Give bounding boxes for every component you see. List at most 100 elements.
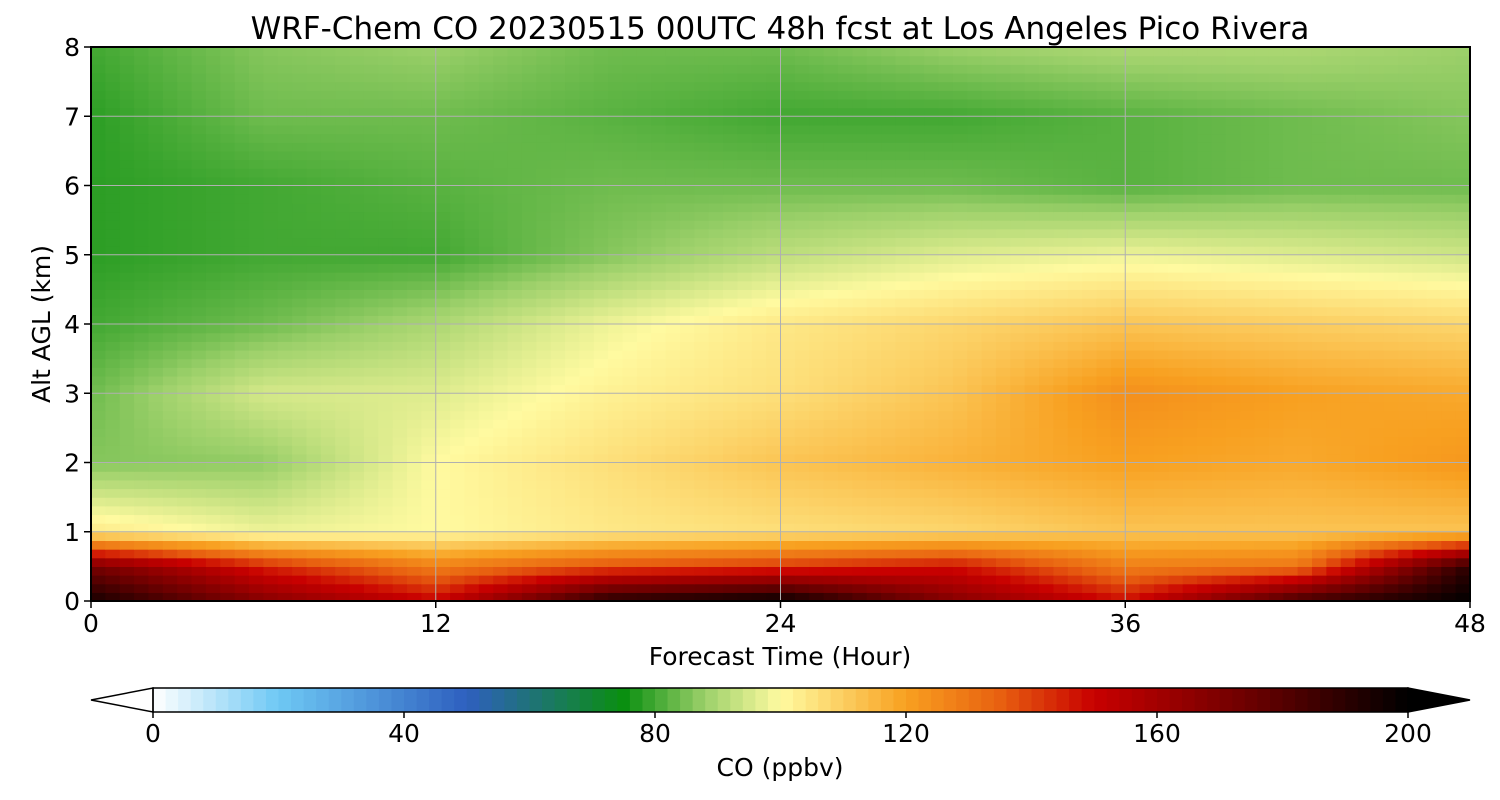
heatmap-cell: [148, 592, 164, 602]
heatmap-cell: [1326, 358, 1342, 368]
heatmap-cell: [895, 445, 911, 455]
heatmap-cell: [1412, 453, 1428, 464]
heatmap-cell: [205, 254, 221, 265]
heatmap-cell: [1197, 566, 1213, 576]
heatmap-cell: [694, 349, 710, 360]
heatmap-cell: [1168, 531, 1184, 542]
heatmap-cell: [119, 341, 135, 351]
heatmap-cell: [378, 280, 394, 290]
heatmap-cell: [277, 462, 293, 472]
heatmap-cell: [392, 523, 408, 533]
heatmap-cell: [277, 341, 293, 351]
heatmap-cell: [1082, 298, 1098, 308]
heatmap-cell: [1369, 583, 1385, 593]
heatmap-cell: [1139, 168, 1155, 178]
heatmap-cell: [1139, 289, 1155, 299]
heatmap-cell: [737, 194, 753, 204]
heatmap-cell: [493, 332, 509, 342]
heatmap-cell: [464, 367, 480, 377]
heatmap-cell: [191, 384, 207, 394]
heatmap-cell: [1168, 211, 1184, 221]
heatmap-cell: [148, 237, 164, 247]
heatmap-cell: [809, 263, 825, 273]
heatmap-cell: [263, 246, 279, 256]
heatmap-cell: [823, 505, 839, 516]
heatmap-cell: [866, 445, 882, 455]
heatmap-cell: [1168, 272, 1184, 282]
heatmap-cell: [694, 393, 710, 403]
heatmap-cell: [1426, 315, 1442, 325]
heatmap-cell: [1455, 575, 1471, 585]
heatmap-cell: [435, 211, 451, 221]
heatmap-cell: [995, 505, 1011, 516]
heatmap-cell: [679, 150, 695, 161]
heatmap-cell: [1211, 583, 1227, 593]
heatmap-cell: [550, 419, 566, 429]
heatmap-cell: [134, 324, 150, 334]
heatmap-cell: [1311, 254, 1327, 265]
heatmap-cell: [1139, 324, 1155, 334]
heatmap-cell: [981, 401, 997, 412]
heatmap-cell: [1254, 202, 1270, 213]
heatmap-cell: [1053, 298, 1069, 308]
heatmap-cell: [450, 540, 466, 550]
heatmap-cell: [162, 306, 178, 316]
heatmap-cell: [895, 176, 911, 187]
heatmap-cell: [478, 211, 494, 221]
heatmap-cell: [708, 557, 724, 567]
heatmap-cell: [421, 324, 437, 334]
heatmap-cell: [723, 349, 738, 360]
heatmap-cell: [1340, 549, 1356, 559]
heatmap-cell: [119, 237, 135, 247]
heatmap-cell: [751, 401, 767, 412]
heatmap-cell: [464, 445, 480, 455]
heatmap-cell: [1067, 410, 1083, 420]
heatmap-cell: [1412, 375, 1428, 386]
heatmap-cell: [91, 531, 106, 542]
heatmap-cell: [464, 194, 480, 204]
heatmap-cell: [1153, 514, 1169, 524]
heatmap-cell: [823, 436, 839, 446]
heatmap-cell: [565, 401, 580, 412]
heatmap-cell: [679, 272, 695, 282]
heatmap-cell: [177, 254, 193, 265]
heatmap-cell: [1240, 505, 1256, 516]
heatmap-cell: [1153, 246, 1169, 256]
heatmap-cell: [1153, 410, 1169, 420]
heatmap-cell: [1096, 549, 1112, 559]
heatmap-cell: [450, 246, 466, 256]
heatmap-cell: [1096, 436, 1112, 446]
heatmap-cell: [952, 479, 968, 490]
heatmap-cell: [1039, 168, 1055, 178]
heatmap-cell: [1139, 462, 1155, 472]
heatmap-cell: [1254, 583, 1270, 593]
heatmap-cell: [981, 393, 997, 403]
heatmap-cell: [1340, 272, 1356, 282]
heatmap-cell: [967, 168, 983, 178]
heatmap-cell: [1240, 176, 1256, 187]
heatmap-cell: [1455, 505, 1471, 516]
heatmap-cell: [1010, 575, 1026, 585]
heatmap-cell: [1225, 583, 1241, 593]
heatmap-cell: [421, 401, 437, 412]
heatmap-cell: [119, 306, 135, 316]
heatmap-cell: [866, 358, 882, 368]
heatmap-cell: [723, 393, 738, 403]
heatmap-cell: [1082, 358, 1098, 368]
heatmap-cell: [1283, 497, 1299, 507]
heatmap-cell: [780, 358, 796, 368]
heatmap-cell: [1297, 298, 1313, 308]
heatmap-cell: [191, 583, 207, 593]
heatmap-cell: [177, 488, 193, 498]
heatmap-cell: [1197, 410, 1213, 420]
heatmap-cell: [521, 263, 537, 273]
heatmap-cell: [995, 557, 1011, 567]
heatmap-cell: [392, 479, 408, 490]
heatmap-cell: [148, 549, 164, 559]
heatmap-cell: [162, 150, 178, 161]
heatmap-cell: [1067, 453, 1083, 464]
heatmap-cell: [924, 462, 940, 472]
heatmap-cell: [220, 549, 236, 559]
heatmap-cell: [723, 566, 738, 576]
heatmap-cell: [550, 540, 566, 550]
